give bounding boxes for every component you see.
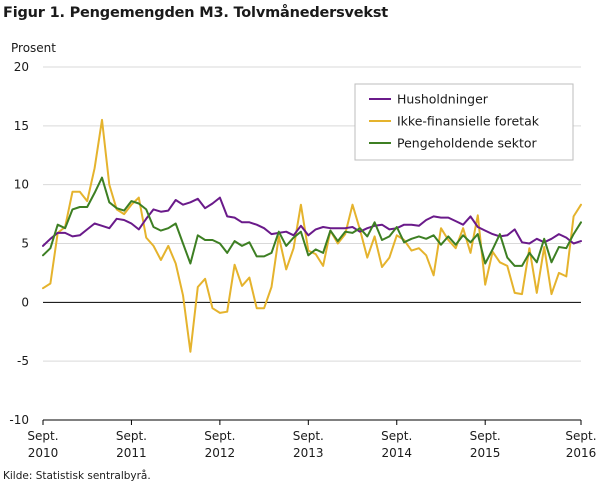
x-tick-label: Sept. xyxy=(27,429,58,443)
x-tick-label: 2015 xyxy=(470,446,501,460)
x-tick-labels: Sept. 2010 Sept. 2011 Sept. 2012 Sept. 2013 Sept… xyxy=(27,429,596,460)
gridlines xyxy=(43,66,581,362)
y-tick-label: 10 xyxy=(14,178,29,192)
x-tick-label: 2016 xyxy=(566,446,597,460)
y-tick-label: 15 xyxy=(14,119,29,133)
legend-box xyxy=(354,83,574,161)
x-tick-label: Sept. xyxy=(204,429,235,443)
y-tick-label: 5 xyxy=(21,237,29,251)
source-note: Kilde: Statistisk sentralbyrå. xyxy=(3,470,151,482)
series-line xyxy=(42,196,582,247)
page-title: Figur 1. Pengemengden M3. Tolvmånedersve… xyxy=(3,5,389,21)
x-tick-label: Sept. xyxy=(293,429,324,443)
x-tick-label: Sept. xyxy=(470,429,501,443)
x-tick-label: 2013 xyxy=(293,446,324,460)
x-tick-label: 2011 xyxy=(116,446,147,460)
x-tick-label: Sept. xyxy=(116,429,147,443)
x-tick-label: 2014 xyxy=(381,446,412,460)
x-tick-label: 2010 xyxy=(28,446,59,460)
legend-label: Pengeholdende sektor xyxy=(397,136,538,151)
series-line xyxy=(42,176,582,267)
legend-label: Ikke-finansielle foretak xyxy=(397,114,540,129)
y-tick-label: 0 xyxy=(21,295,29,309)
x-tick-label: 2012 xyxy=(205,446,236,460)
legend: Husholdninger Ikke-finansielle foretak Pen… xyxy=(354,83,574,161)
y-tick-label: -5 xyxy=(17,354,29,368)
y-axis-label: Prosent xyxy=(11,41,56,55)
y-tick-label: -10 xyxy=(9,413,29,427)
y-tick-labels: -10 -5 0 5 10 15 20 xyxy=(9,60,29,427)
axes xyxy=(42,419,582,425)
x-tick-label: Sept. xyxy=(381,429,412,443)
series-lines xyxy=(42,118,582,353)
y-tick-label: 20 xyxy=(14,60,29,74)
legend-label: Husholdninger xyxy=(397,92,489,107)
x-tick-label: Sept. xyxy=(565,429,596,443)
